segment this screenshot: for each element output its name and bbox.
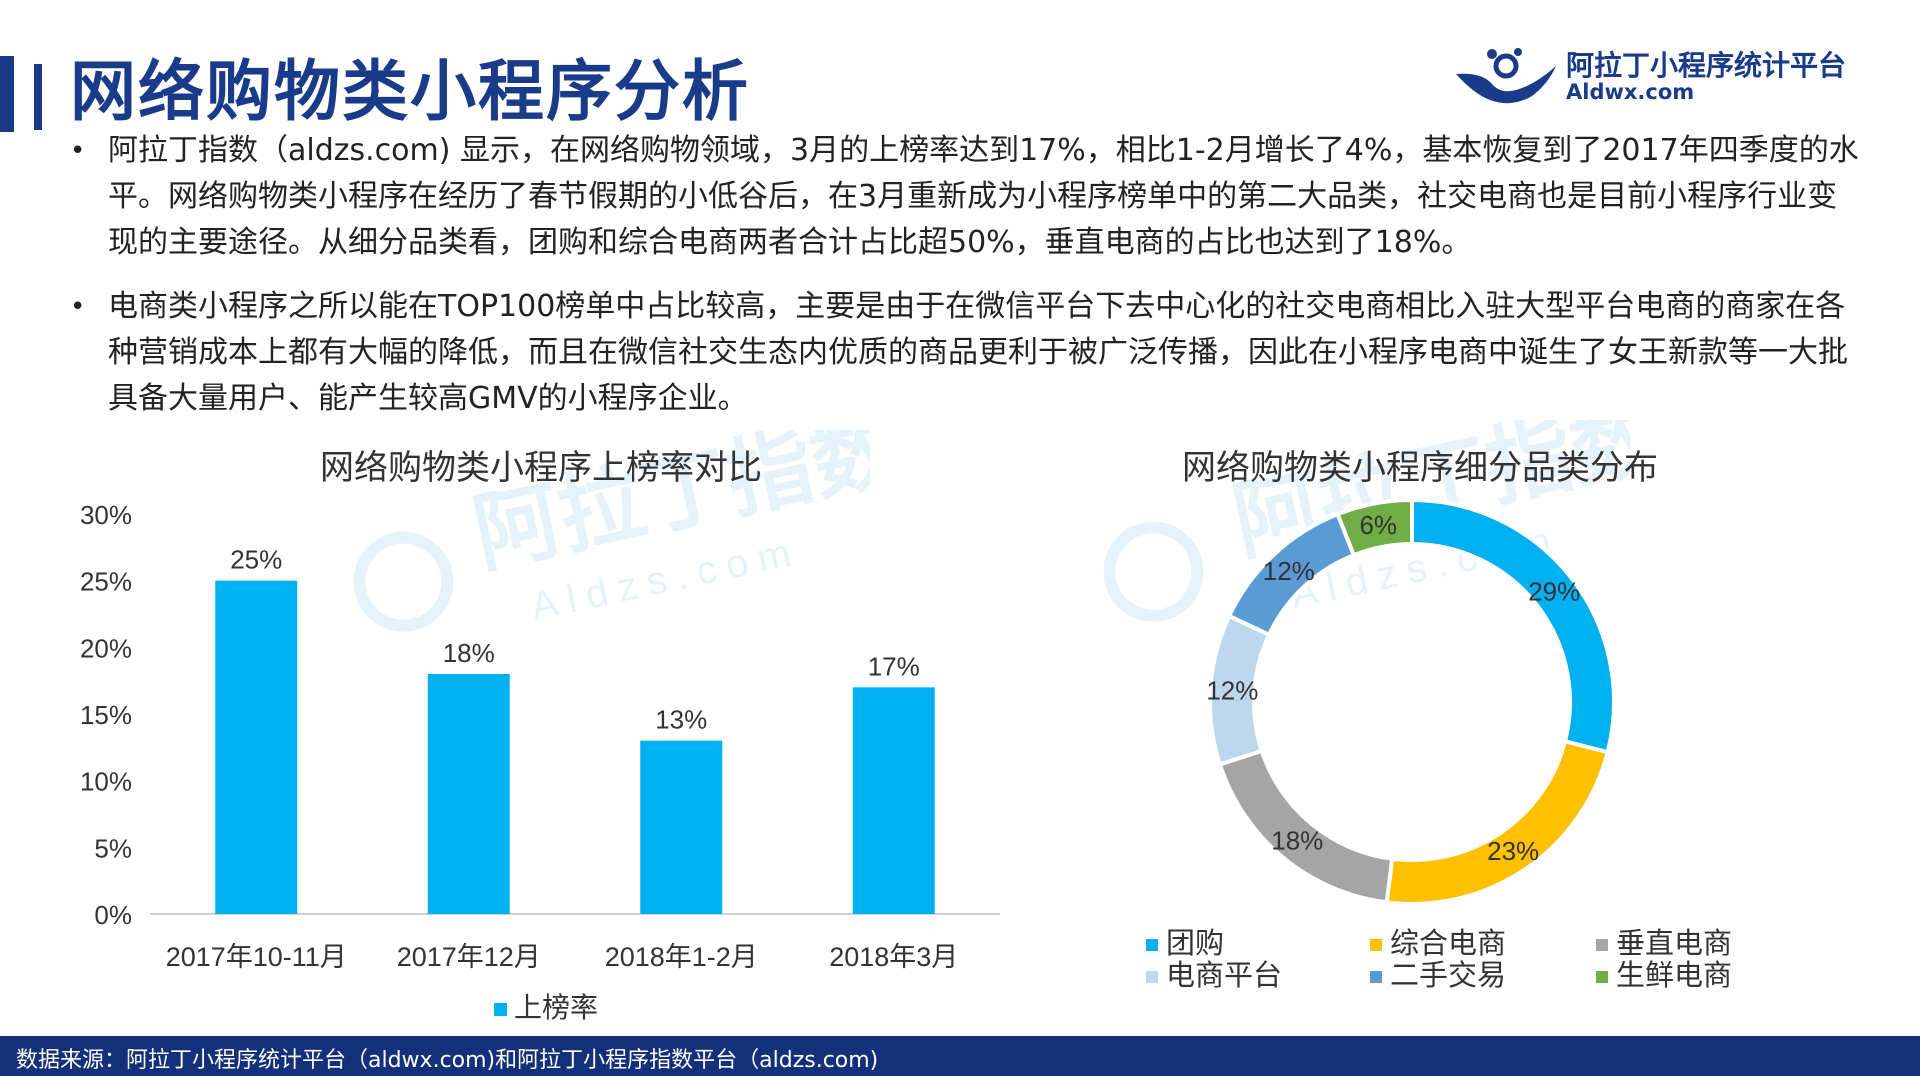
brand-url: Aldwx.com: [1566, 80, 1695, 104]
brand-logo: 阿拉丁小程序统计平台 Aldwx.com: [1452, 40, 1892, 110]
legend-label: 生鲜电商: [1616, 958, 1733, 992]
slice-label: 29%: [1528, 577, 1580, 607]
x-tick-label: 2018年1-2月: [605, 942, 758, 972]
y-tick-label: 30%: [80, 500, 132, 530]
donut-slice: [1410, 497, 1616, 755]
legend-swatch: [1596, 939, 1608, 951]
bar-value-label: 17%: [868, 651, 920, 681]
y-tick-label: 25%: [80, 567, 132, 597]
legend-swatch: [1596, 971, 1608, 983]
bar-value-label: 18%: [443, 638, 495, 668]
slice-label: 12%: [1206, 676, 1258, 706]
bar-value-label: 25%: [230, 545, 282, 575]
legend-label: 垂直电商: [1616, 926, 1733, 960]
bullet-text: 电商类小程序之所以能在TOP100榜单中占比较高，主要是由于在微信平台下去中心化…: [108, 289, 1848, 416]
legend-item: 电商平台: [1146, 952, 1282, 994]
legend-item: 综合电商: [1370, 920, 1506, 962]
legend-label: 上榜率: [514, 992, 598, 1023]
footer-source: 数据来源：阿拉丁小程序统计平台（aldwx.com)和阿拉丁小程序指数平台（al…: [16, 1048, 879, 1073]
bullet-text: 阿拉丁指数（aldzs.com) 显示，在网络购物领域，3月的上榜率达到17%，…: [108, 133, 1859, 260]
bullet-item: • 阿拉丁指数（aldzs.com) 显示，在网络购物领域，3月的上榜率达到17…: [70, 128, 1860, 266]
legend-swatch: [1370, 939, 1382, 951]
slice-label: 6%: [1359, 510, 1397, 540]
bar: [215, 580, 298, 914]
slice-label: 12%: [1263, 556, 1315, 586]
y-tick-label: 15%: [80, 700, 132, 730]
footer-bar: 数据来源：阿拉丁小程序统计平台（aldwx.com)和阿拉丁小程序指数平台（al…: [0, 1036, 1920, 1076]
x-tick-label: 2017年10-11月: [166, 942, 347, 972]
y-tick-label: 10%: [80, 767, 132, 797]
bullet-dot: •: [70, 136, 86, 166]
x-tick-label: 2017年12月: [397, 942, 541, 972]
legend-item: 垂直电商: [1596, 920, 1732, 962]
page-title: 网络购物类小程序分析: [70, 53, 750, 130]
bar: [640, 740, 723, 914]
bar-chart: 0% 5% 10% 15% 20% 25% 30% 25% 2017年10-11月 18% 2017…: [80, 500, 1000, 1023]
x-tick-label: 2018年3月: [829, 942, 958, 972]
y-tick-label: 20%: [80, 633, 132, 663]
slice-label: 18%: [1271, 826, 1323, 856]
legend-label: 综合电商: [1390, 926, 1507, 960]
bar-chart-title: 网络购物类小程序上榜率对比: [320, 448, 762, 488]
y-tick-label: 0%: [94, 900, 132, 930]
lamp-icon: [1456, 48, 1556, 104]
bar: [852, 687, 935, 914]
legend-label: 团购: [1166, 926, 1225, 960]
legend-swatch: [1146, 939, 1158, 951]
legend-swatch: [1370, 971, 1382, 983]
title-accent-bar-thin: [34, 64, 42, 130]
bullet-dot: •: [70, 292, 86, 322]
legend-swatch: [1146, 971, 1158, 983]
legend-swatch: [494, 1003, 507, 1016]
slice-label: 23%: [1487, 836, 1539, 866]
legend-label: 电商平台: [1166, 958, 1283, 992]
title-accent-bar: [0, 56, 14, 132]
bar-value-label: 13%: [655, 705, 707, 735]
donut-slice: [1384, 738, 1611, 906]
bullet-item: • 电商类小程序之所以能在TOP100榜单中占比较高，主要是由于在微信平台下去中…: [70, 284, 1860, 422]
legend-label: 二手交易: [1390, 958, 1507, 992]
donut-chart: 29% 23% 18% 12% 12% 6%: [1206, 497, 1616, 906]
brand-name: 阿拉丁小程序统计平台: [1566, 49, 1847, 82]
legend-item: 生鲜电商: [1596, 952, 1732, 994]
donut-slice: [1335, 497, 1414, 558]
y-tick-label: 5%: [94, 833, 132, 863]
legend-item: 二手交易: [1370, 952, 1506, 994]
bullet-list: • 阿拉丁指数（aldzs.com) 显示，在网络购物领域，3月的上榜率达到17…: [70, 128, 1860, 440]
legend-item: 团购: [1146, 920, 1224, 962]
donut-chart-title: 网络购物类小程序细分品类分布: [1182, 448, 1658, 488]
bar: [427, 674, 510, 914]
